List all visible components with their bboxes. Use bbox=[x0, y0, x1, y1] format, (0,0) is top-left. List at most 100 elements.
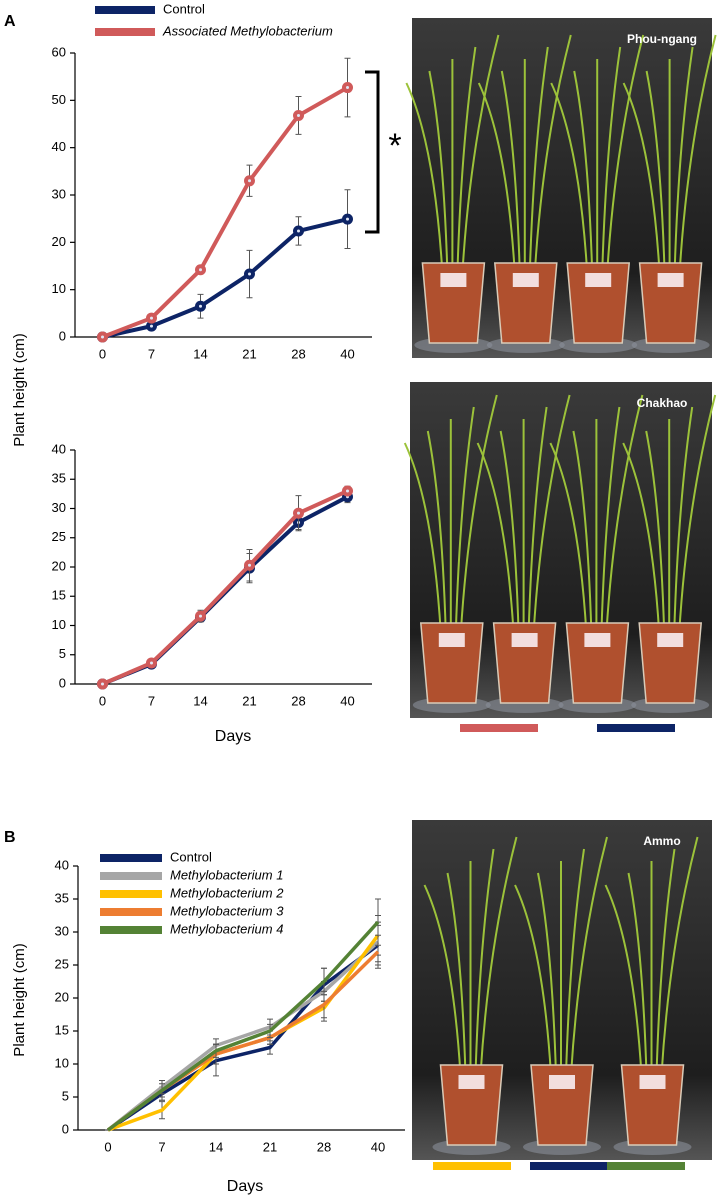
y-tick-label: 5 bbox=[59, 646, 66, 661]
cup-label bbox=[549, 1075, 575, 1089]
x-tick-label: 0 bbox=[99, 693, 106, 708]
plant-leaf bbox=[600, 406, 621, 634]
cup-label bbox=[458, 1075, 485, 1089]
legend-label: Associated Methylobacterium bbox=[162, 23, 333, 38]
legend-label: Methylobacterium 4 bbox=[170, 921, 283, 936]
point-center bbox=[101, 335, 104, 339]
y-tick-label: 10 bbox=[52, 617, 66, 632]
y-tick-label: 35 bbox=[55, 890, 69, 905]
plant-leaf bbox=[476, 442, 515, 634]
plant-leaf bbox=[565, 848, 585, 1076]
cup-label bbox=[585, 273, 612, 287]
point-center bbox=[297, 511, 300, 515]
y-tick-label: 0 bbox=[59, 675, 66, 690]
plant-leaf bbox=[622, 442, 661, 634]
group-bar bbox=[530, 1162, 608, 1170]
plant-leaf bbox=[605, 394, 644, 634]
y-tick-label: 15 bbox=[52, 588, 66, 603]
x-tick-label: 14 bbox=[193, 693, 207, 708]
y-tick-label: 20 bbox=[52, 558, 66, 573]
plant-leaf bbox=[673, 406, 694, 634]
series-line bbox=[106, 940, 380, 1132]
plant-leaf bbox=[645, 430, 666, 634]
cup-label bbox=[438, 633, 465, 647]
plant-leaf bbox=[678, 394, 717, 634]
point-center bbox=[346, 86, 349, 90]
plant-leaf bbox=[573, 70, 594, 274]
series-line bbox=[102, 217, 348, 339]
point-center bbox=[248, 563, 251, 567]
legend-label: Methylobacterium 1 bbox=[170, 867, 283, 882]
photo-label: Chakhao bbox=[637, 396, 688, 410]
point-center bbox=[199, 304, 202, 308]
y-tick-label: 25 bbox=[55, 956, 69, 971]
cup bbox=[566, 262, 631, 344]
x-tick-label: 21 bbox=[242, 346, 256, 361]
legend-label: Methylobacterium 3 bbox=[170, 903, 284, 918]
point-center bbox=[199, 268, 202, 272]
point-center bbox=[297, 113, 300, 117]
point-center bbox=[150, 324, 153, 328]
x-tick-label: 14 bbox=[209, 1139, 223, 1154]
plant-leaf bbox=[426, 430, 447, 634]
cup-label bbox=[657, 273, 684, 287]
y-tick-label: 5 bbox=[62, 1088, 69, 1103]
cup-label bbox=[639, 1075, 666, 1089]
x-tick-label: 28 bbox=[291, 346, 305, 361]
x-tick-label: 28 bbox=[291, 693, 305, 708]
series-line bbox=[101, 489, 349, 686]
point-center bbox=[101, 682, 104, 686]
cup-label bbox=[440, 273, 467, 287]
y-tick-label: 50 bbox=[52, 92, 66, 107]
y-tick-label: 10 bbox=[55, 1055, 69, 1070]
x-tick-label: 0 bbox=[99, 346, 106, 361]
y-tick-label: 15 bbox=[55, 1022, 69, 1037]
series-line bbox=[107, 943, 380, 1132]
plant-leaf bbox=[403, 442, 442, 634]
y-tick-label: 35 bbox=[52, 471, 66, 486]
y-tick-label: 20 bbox=[55, 989, 69, 1004]
x-tick-label: 21 bbox=[263, 1139, 277, 1154]
plant-leaf bbox=[532, 394, 571, 634]
point-center bbox=[346, 489, 349, 493]
series-line bbox=[106, 920, 380, 1132]
point-center bbox=[248, 179, 251, 183]
group-bar bbox=[433, 1162, 511, 1170]
y-tick-label: 0 bbox=[59, 328, 66, 343]
plant-leaf bbox=[622, 82, 661, 274]
plant-leaf bbox=[572, 430, 593, 634]
point-center bbox=[297, 229, 300, 233]
series-line bbox=[101, 85, 349, 339]
y-tick-label: 25 bbox=[52, 529, 66, 544]
cup bbox=[638, 262, 703, 344]
plant-leaf bbox=[655, 848, 676, 1076]
significance-bracket bbox=[365, 70, 380, 234]
plant-leaf bbox=[479, 836, 518, 1076]
panel-label: B bbox=[4, 829, 16, 846]
plant-leaf bbox=[533, 34, 572, 274]
x-tick-label: 7 bbox=[148, 693, 155, 708]
legend-label: Methylobacterium 2 bbox=[170, 885, 284, 900]
plant-leaf bbox=[660, 836, 699, 1076]
plant-leaf bbox=[456, 46, 477, 274]
plant-leaf bbox=[550, 82, 589, 274]
plant-leaf bbox=[673, 46, 694, 274]
x-tick-label: 14 bbox=[193, 346, 207, 361]
plant-leaf bbox=[461, 34, 500, 274]
cup bbox=[620, 1064, 685, 1146]
plant-leaf bbox=[423, 884, 462, 1076]
plant-leaf bbox=[500, 70, 521, 274]
photo-label: Ammo bbox=[643, 834, 680, 848]
x-tick-label: 40 bbox=[371, 1139, 385, 1154]
cup bbox=[439, 1064, 504, 1146]
plant-leaf bbox=[477, 82, 516, 274]
y-axis-label: Plant height (cm) bbox=[11, 943, 28, 1056]
plant-leaf bbox=[446, 872, 467, 1076]
plant-leaf bbox=[645, 70, 666, 274]
cup bbox=[493, 262, 558, 344]
plant-leaf bbox=[405, 82, 444, 274]
cup-label bbox=[657, 633, 684, 647]
legend-label: Control bbox=[170, 849, 212, 864]
panel-label: A bbox=[4, 13, 16, 30]
y-axis-label: Plant height (cm) bbox=[11, 333, 28, 446]
